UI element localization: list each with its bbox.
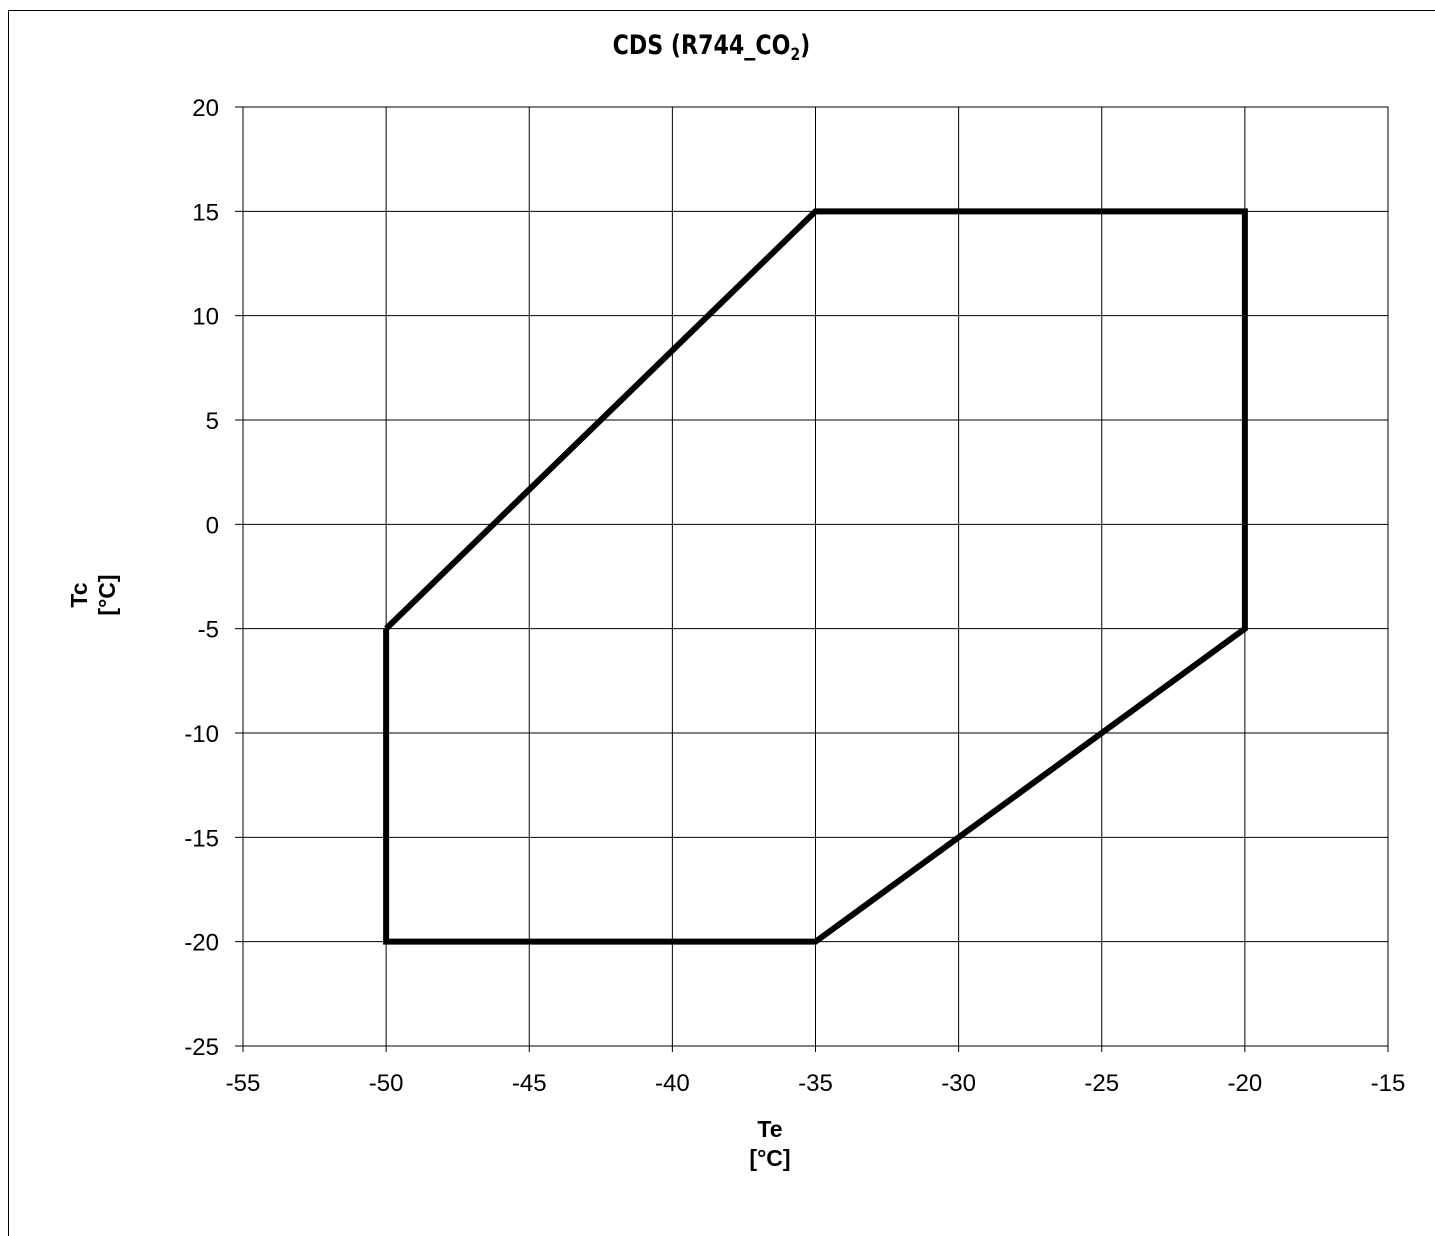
y-tick-label: 0 <box>206 512 219 539</box>
grid-lines <box>242 106 1389 1047</box>
chart-frame <box>8 10 1435 1236</box>
series-group <box>383 208 1248 945</box>
chart-title-subscript: 2 <box>790 45 801 65</box>
y-tick-label: 5 <box>206 408 219 435</box>
y-tick-label: 10 <box>192 304 219 331</box>
y-tick-label: -5 <box>198 617 219 644</box>
chart-title: CDS (R744_CO2) <box>612 30 811 65</box>
y-tick-label: -15 <box>184 825 219 852</box>
envelope-series-line <box>383 208 1248 945</box>
x-tick-label: -40 <box>655 1070 690 1097</box>
x-tick-label: -20 <box>1228 1070 1263 1097</box>
x-tick-label: -30 <box>941 1070 976 1097</box>
y-tick-label: -25 <box>184 1034 219 1061</box>
y-tick-label: 20 <box>192 95 219 122</box>
x-tick-label: -50 <box>369 1070 404 1097</box>
y-tick-label: -10 <box>184 721 219 748</box>
x-tick-label: -55 <box>226 1070 261 1097</box>
y-tick-label: 15 <box>192 199 219 226</box>
x-tick-label: -15 <box>1371 1070 1406 1097</box>
y-tick-label: -20 <box>184 930 219 957</box>
axis-ticks: -55 -50 -45 -40 -35 -30 -25 -20 -15 20 15 10 5 0 -5 -10… <box>184 95 1405 1097</box>
x-tick-label: -45 <box>512 1070 547 1097</box>
x-tick-label: -35 <box>798 1070 833 1097</box>
x-axis-label: Te [°C] <box>749 1116 791 1171</box>
x-tick-label: -25 <box>1084 1070 1119 1097</box>
